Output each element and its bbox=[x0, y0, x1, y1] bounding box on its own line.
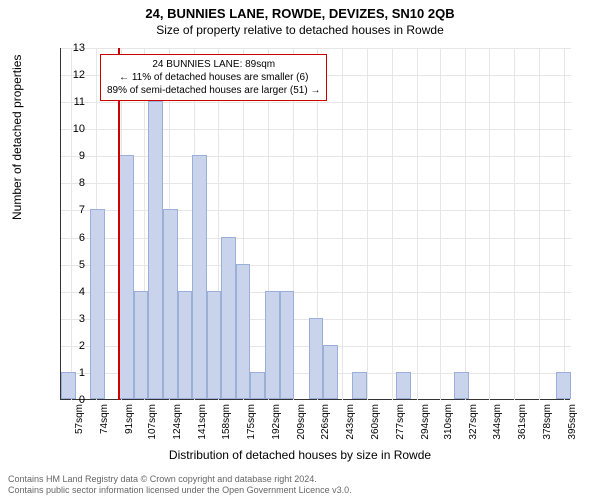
histogram-bar bbox=[265, 291, 280, 399]
footer-attribution: Contains HM Land Registry data © Crown c… bbox=[8, 474, 352, 496]
ytick-label: 10 bbox=[55, 123, 85, 135]
histogram-bar bbox=[192, 155, 207, 399]
gridline-v bbox=[440, 48, 441, 400]
marker-annotation: 24 BUNNIES LANE: 89sqm ← 11% of detached… bbox=[100, 54, 327, 101]
xtick-label: 378sqm bbox=[542, 404, 553, 440]
ytick-label: 12 bbox=[55, 69, 85, 81]
gridline-v bbox=[564, 48, 565, 400]
xtick-label: 395sqm bbox=[567, 404, 578, 440]
gridline-h bbox=[61, 48, 571, 49]
plot-area: 24 BUNNIES LANE: 89sqm ← 11% of detached… bbox=[60, 48, 570, 400]
xtick-label: 209sqm bbox=[296, 404, 307, 440]
ytick-label: 7 bbox=[55, 204, 85, 216]
xtick-label: 192sqm bbox=[271, 404, 282, 440]
histogram-bar bbox=[148, 101, 163, 399]
histogram-bar bbox=[323, 345, 338, 399]
xtick-label: 226sqm bbox=[320, 404, 331, 440]
gridline-v bbox=[367, 48, 368, 400]
histogram-bar bbox=[236, 264, 251, 399]
histogram-bar bbox=[309, 318, 324, 399]
gridline-h bbox=[61, 183, 571, 184]
chart-title: 24, BUNNIES LANE, ROWDE, DEVIZES, SN10 2… bbox=[0, 0, 600, 21]
histogram-bar bbox=[134, 291, 149, 399]
gridline-h bbox=[61, 265, 571, 266]
ytick-label: 13 bbox=[55, 42, 85, 54]
gridline-v bbox=[514, 48, 515, 400]
histogram-bar bbox=[396, 372, 411, 399]
ytick-label: 11 bbox=[55, 96, 85, 108]
ytick-label: 4 bbox=[55, 286, 85, 298]
xtick-label: 141sqm bbox=[197, 404, 208, 440]
footer-line-1: Contains HM Land Registry data © Crown c… bbox=[8, 474, 352, 485]
gridline-h bbox=[61, 102, 571, 103]
xtick-label: 158sqm bbox=[221, 404, 232, 440]
histogram-bar bbox=[178, 291, 193, 399]
gridline-v bbox=[392, 48, 393, 400]
ytick-label: 2 bbox=[55, 340, 85, 352]
xtick-label: 294sqm bbox=[420, 404, 431, 440]
histogram-bar bbox=[207, 291, 222, 399]
gridline-v bbox=[489, 48, 490, 400]
annotation-line-1: 24 BUNNIES LANE: 89sqm bbox=[107, 58, 320, 71]
x-axis-label: Distribution of detached houses by size … bbox=[0, 448, 600, 462]
gridline-v bbox=[342, 48, 343, 400]
xtick-label: 361sqm bbox=[517, 404, 528, 440]
y-axis-label: Number of detached properties bbox=[10, 55, 24, 220]
gridline-v bbox=[539, 48, 540, 400]
ytick-label: 1 bbox=[55, 367, 85, 379]
xtick-label: 260sqm bbox=[370, 404, 381, 440]
xtick-label: 175sqm bbox=[246, 404, 257, 440]
histogram-bar bbox=[454, 372, 469, 399]
xtick-label: 91sqm bbox=[124, 404, 135, 434]
ytick-label: 3 bbox=[55, 313, 85, 325]
histogram-bar bbox=[90, 209, 105, 399]
histogram-bar bbox=[221, 237, 236, 399]
xtick-label: 107sqm bbox=[147, 404, 158, 440]
gridline-v bbox=[465, 48, 466, 400]
xtick-label: 243sqm bbox=[345, 404, 356, 440]
histogram-bar bbox=[556, 372, 571, 399]
gridline-v bbox=[417, 48, 418, 400]
gridline-h bbox=[61, 156, 571, 157]
gridline-h bbox=[61, 129, 571, 130]
ytick-label: 6 bbox=[55, 232, 85, 244]
ytick-label: 5 bbox=[55, 259, 85, 271]
xtick-label: 57sqm bbox=[74, 404, 85, 434]
gridline-h bbox=[61, 210, 571, 211]
histogram-bar bbox=[119, 155, 134, 399]
xtick-label: 344sqm bbox=[492, 404, 503, 440]
ytick-label: 9 bbox=[55, 150, 85, 162]
chart-container: 24, BUNNIES LANE, ROWDE, DEVIZES, SN10 2… bbox=[0, 0, 600, 500]
xtick-label: 277sqm bbox=[395, 404, 406, 440]
gridline-h bbox=[61, 238, 571, 239]
annotation-line-2: ← 11% of detached houses are smaller (6) bbox=[107, 71, 320, 84]
histogram-bar bbox=[280, 291, 295, 399]
histogram-bar bbox=[250, 372, 265, 399]
footer-line-2: Contains public sector information licen… bbox=[8, 485, 352, 496]
histogram-bar bbox=[352, 372, 367, 399]
annotation-line-3: 89% of semi-detached houses are larger (… bbox=[107, 84, 320, 97]
xtick-label: 124sqm bbox=[172, 404, 183, 440]
xtick-label: 327sqm bbox=[468, 404, 479, 440]
chart-subtitle: Size of property relative to detached ho… bbox=[0, 21, 600, 37]
xtick-label: 74sqm bbox=[99, 404, 110, 434]
ytick-label: 8 bbox=[55, 177, 85, 189]
histogram-bar bbox=[163, 209, 178, 399]
xtick-label: 310sqm bbox=[443, 404, 454, 440]
